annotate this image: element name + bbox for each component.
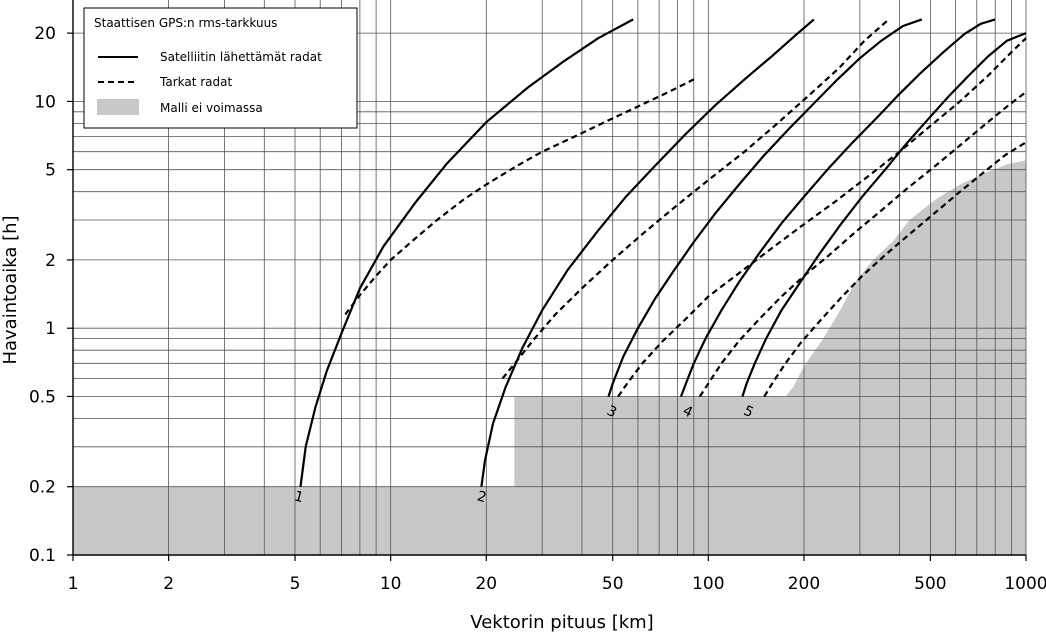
series-line-5-solid xyxy=(741,32,1027,397)
invalid-region-layer xyxy=(73,160,1026,556)
curve-label-1: 1 xyxy=(292,488,305,506)
y-tick-label: 20 xyxy=(34,24,56,44)
x-tick-label: 2 xyxy=(163,574,174,594)
y-tick-label: 1 xyxy=(45,319,56,339)
legend-entry-dashed: Tarkat radat xyxy=(159,75,233,89)
legend-entry-solid: Satelliitin lähettämät radat xyxy=(160,50,322,64)
x-axis-label: Vektorin pituus [km] xyxy=(470,612,653,633)
invalid-region xyxy=(73,160,1026,556)
series-line-4-solid xyxy=(679,18,996,397)
y-tick-label: 2 xyxy=(45,251,56,271)
x-tick-label: 1 xyxy=(68,574,79,594)
y-tick-label: 0.5 xyxy=(29,387,56,407)
x-tick-label: 20 xyxy=(475,574,497,594)
x-tick-label: 500 xyxy=(914,574,946,594)
series-line-4-dashed xyxy=(698,91,1027,398)
series-line-3-dashed xyxy=(617,37,1027,398)
curve-label-layer: 1 23 4 5 xyxy=(292,403,755,506)
series-line-1-solid xyxy=(299,18,634,487)
x-tick-label: 200 xyxy=(788,574,820,594)
legend-title: Staattisen GPS:n rms-tarkkuus xyxy=(94,16,277,30)
x-tick-label: 100 xyxy=(692,574,724,594)
legend: Staattisen GPS:n rms-tarkkuus Satelliiti… xyxy=(83,7,358,129)
x-tick-label: 10 xyxy=(380,574,402,594)
y-tick-label: 5 xyxy=(45,161,56,181)
legend-fill-swatch xyxy=(97,99,139,115)
series-line-2-solid xyxy=(480,18,815,487)
series-line-3-solid xyxy=(607,18,923,397)
series-line-2-dashed xyxy=(501,18,890,380)
series-line-5-dashed xyxy=(763,141,1027,398)
x-tick-label: 5 xyxy=(290,574,301,594)
curve-layer xyxy=(299,18,1027,487)
x-tick-label: 1000 xyxy=(1004,574,1046,594)
x-tick-label: 50 xyxy=(602,574,624,594)
legend-entry-fill: Malli ei voimassa xyxy=(160,101,263,115)
y-axis-label: Havaintoaika [h] xyxy=(0,215,21,364)
tick-label-layer: 1 2 5 10 20 50 100 200 500 1000 0.1 0.2 0.5 1 2 5 10 20 xyxy=(29,24,1046,594)
curve-label-2: 2 xyxy=(475,488,488,506)
y-tick-label: 0.1 xyxy=(29,546,56,566)
y-tick-label: 0.2 xyxy=(29,478,56,498)
series-line-1-dashed xyxy=(344,78,695,316)
y-tick-label: 10 xyxy=(34,92,56,112)
